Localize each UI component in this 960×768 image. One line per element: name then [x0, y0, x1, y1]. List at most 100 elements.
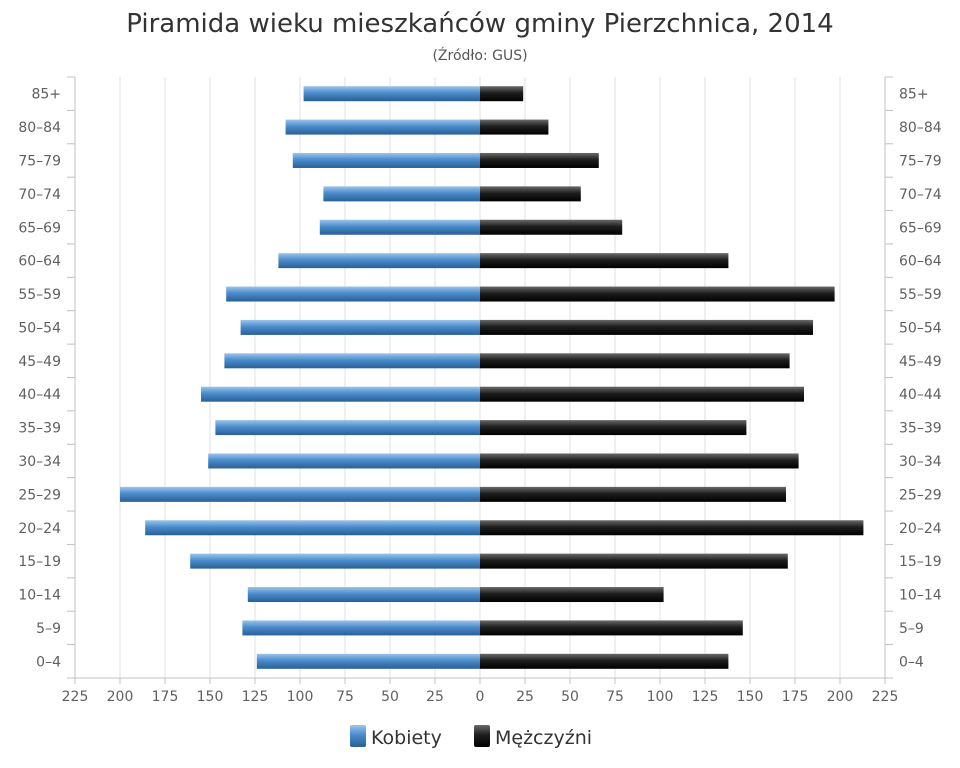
y-label-right: 30–34: [899, 454, 942, 470]
y-label-right: 85+: [899, 87, 929, 103]
bars: [120, 86, 864, 669]
bar-kobiety: [285, 119, 480, 135]
x-tick-label: 225: [62, 689, 89, 705]
y-label-right: 40–44: [899, 387, 942, 403]
y-label-left: 35–39: [18, 421, 61, 437]
bar-mezczyzni: [480, 152, 599, 168]
legend-swatch-mezczyzni: [474, 725, 490, 747]
y-label-left: 55–59: [18, 287, 61, 303]
x-tick-label: 125: [692, 689, 719, 705]
bar-kobiety: [201, 386, 480, 402]
bar-kobiety: [278, 253, 480, 269]
x-tick-label: 175: [152, 689, 179, 705]
bar-mezczyzni: [480, 86, 524, 102]
bar-kobiety: [240, 319, 480, 335]
axes: 225 200 175 150 125 100 75 50 25 0 25 50 75 100 125 150…: [18, 76, 942, 705]
y-label-right: 80–84: [899, 120, 942, 136]
y-label-right: 20–24: [899, 521, 942, 537]
y-label-left: 75–79: [18, 153, 61, 169]
y-label-right: 15–19: [899, 554, 942, 570]
x-tick-label: 150: [197, 689, 224, 705]
y-label-left: 70–74: [18, 187, 61, 203]
bar-kobiety: [215, 420, 480, 436]
bar-kobiety: [247, 587, 480, 603]
y-label-right: 60–64: [899, 254, 942, 270]
chart-title: Piramida wieku mieszkańców gminy Pierzch…: [126, 9, 833, 39]
bar-kobiety: [292, 152, 480, 168]
x-tick-label: 100: [647, 689, 674, 705]
x-tick-label: 50: [561, 689, 579, 705]
bar-mezczyzni: [480, 353, 790, 369]
y-label-right: 45–49: [899, 354, 942, 370]
y-label-left: 80–84: [18, 120, 61, 136]
bar-mezczyzni: [480, 286, 835, 302]
bar-kobiety: [208, 453, 480, 469]
legend-label-kobiety: Kobiety: [371, 727, 442, 749]
bar-kobiety: [319, 219, 480, 235]
y-label-right: 70–74: [899, 187, 942, 203]
y-label-right: 25–29: [899, 487, 942, 503]
x-tick-label: 175: [782, 689, 809, 705]
bar-mezczyzni: [480, 453, 799, 469]
bar-mezczyzni: [480, 319, 813, 335]
x-tick-label: 100: [287, 689, 314, 705]
bar-kobiety: [323, 186, 480, 202]
legend: Kobiety Mężczyźni: [350, 725, 592, 749]
bar-kobiety: [145, 520, 480, 536]
bar-kobiety: [256, 653, 480, 669]
grid-lines: [74, 77, 886, 678]
y-label-left: 0–4: [36, 654, 61, 670]
bar-kobiety: [190, 553, 480, 569]
bar-mezczyzni: [480, 553, 788, 569]
bar-mezczyzni: [480, 620, 743, 636]
bar-mezczyzni: [480, 219, 623, 235]
y-label-right: 55–59: [899, 287, 942, 303]
y-label-left: 25–29: [18, 487, 61, 503]
bar-kobiety: [120, 486, 480, 502]
bar-kobiety: [224, 353, 480, 369]
y-label-right: 5–9: [899, 621, 924, 637]
y-label-left: 85+: [31, 87, 61, 103]
x-tick-label: 75: [606, 689, 624, 705]
y-label-right: 0–4: [899, 654, 924, 670]
y-label-right: 65–69: [899, 220, 942, 236]
x-tick-label: 25: [516, 689, 534, 705]
x-tick-label: 50: [381, 689, 399, 705]
bar-mezczyzni: [480, 653, 729, 669]
x-tick-label: 75: [336, 689, 354, 705]
bar-mezczyzni: [480, 119, 549, 135]
x-tick-label: 125: [242, 689, 269, 705]
y-label-right: 35–39: [899, 421, 942, 437]
bar-kobiety: [226, 286, 480, 302]
y-label-left: 45–49: [18, 354, 61, 370]
x-tick-label: 200: [107, 689, 134, 705]
x-tick-label: 225: [872, 689, 899, 705]
bar-kobiety: [303, 86, 480, 102]
legend-swatch-kobiety: [350, 725, 366, 747]
bar-mezczyzni: [480, 520, 864, 536]
y-label-left: 40–44: [18, 387, 61, 403]
y-label-left: 30–34: [18, 454, 61, 470]
y-label-left: 65–69: [18, 220, 61, 236]
bar-mezczyzni: [480, 420, 747, 436]
y-label-left: 10–14: [18, 588, 61, 604]
bar-mezczyzni: [480, 186, 581, 202]
bar-mezczyzni: [480, 486, 786, 502]
y-label-right: 50–54: [899, 320, 942, 336]
chart-subtitle: (Źródło: GUS): [432, 46, 527, 64]
bar-kobiety: [242, 620, 480, 636]
y-label-left: 50–54: [18, 320, 61, 336]
bar-mezczyzni: [480, 587, 664, 603]
y-label-right: 75–79: [899, 153, 942, 169]
legend-label-mezczyzni: Mężczyźni: [495, 727, 592, 749]
bar-mezczyzni: [480, 386, 804, 402]
x-tick-label: 0: [476, 689, 485, 705]
x-tick-label: 25: [426, 689, 444, 705]
y-label-left: 60–64: [18, 254, 61, 270]
bar-mezczyzni: [480, 253, 729, 269]
y-label-left: 20–24: [18, 521, 61, 537]
y-label-right: 10–14: [899, 588, 942, 604]
y-label-left: 15–19: [18, 554, 61, 570]
